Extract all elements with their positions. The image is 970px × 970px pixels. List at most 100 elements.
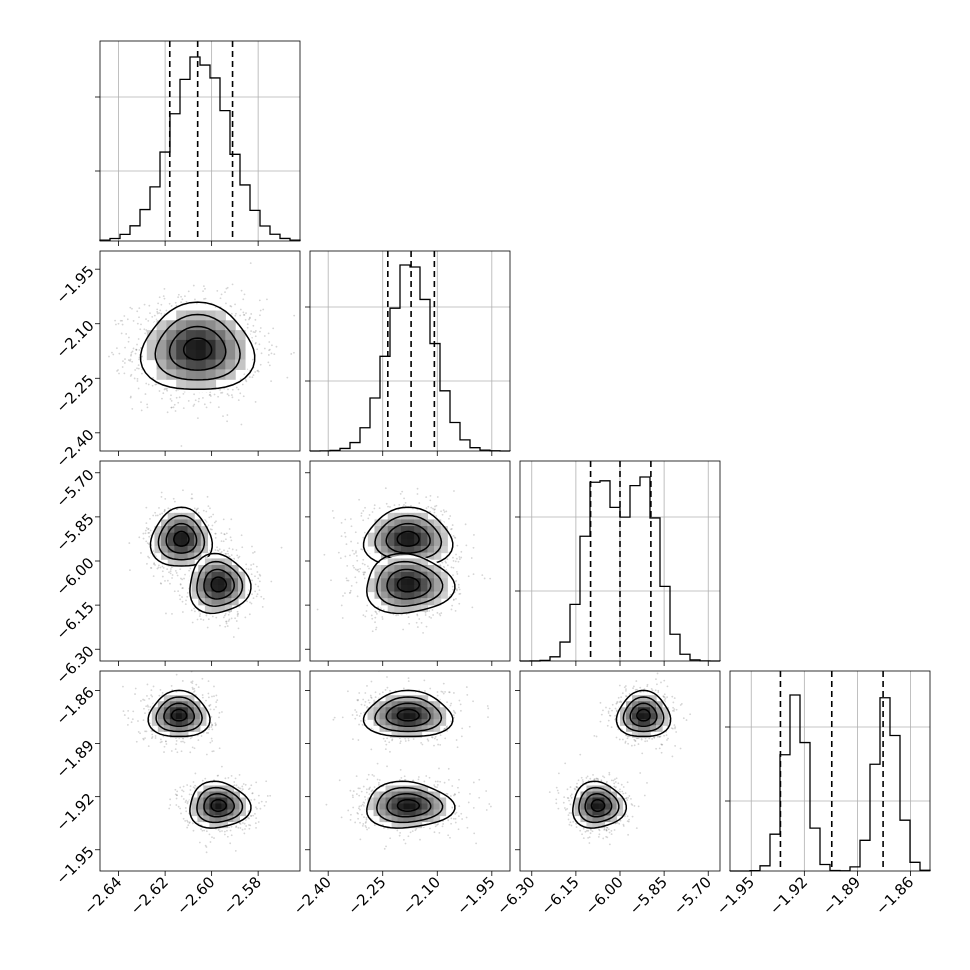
density-cell bbox=[387, 558, 395, 566]
data-point bbox=[371, 511, 374, 513]
data-point bbox=[290, 353, 293, 355]
data-point bbox=[225, 553, 228, 555]
data-point bbox=[175, 396, 178, 399]
data-point bbox=[452, 566, 455, 569]
density-cell bbox=[161, 519, 169, 527]
data-point bbox=[131, 307, 133, 310]
data-point bbox=[249, 316, 251, 319]
density-cell bbox=[427, 598, 435, 606]
density-cell bbox=[194, 545, 202, 554]
data-point bbox=[251, 593, 253, 596]
data-point bbox=[230, 539, 233, 542]
density-cell bbox=[195, 330, 207, 341]
data-point bbox=[410, 504, 412, 507]
density-cell bbox=[195, 320, 207, 331]
data-point bbox=[349, 591, 352, 594]
data-point bbox=[151, 733, 154, 736]
data-point bbox=[148, 556, 151, 559]
data-point bbox=[416, 626, 419, 628]
data-point bbox=[207, 618, 210, 621]
data-point bbox=[489, 577, 492, 580]
data-point bbox=[455, 579, 458, 582]
data-point bbox=[116, 370, 118, 372]
data-point bbox=[203, 403, 206, 406]
data-point bbox=[341, 617, 344, 619]
data-point bbox=[216, 289, 219, 292]
data-point bbox=[166, 579, 169, 582]
data-point bbox=[96, 342, 98, 344]
density-cell bbox=[176, 379, 187, 390]
density-cell bbox=[407, 526, 415, 534]
data-point bbox=[183, 577, 185, 580]
data-point bbox=[222, 518, 225, 521]
data-point bbox=[152, 575, 155, 578]
data-point bbox=[161, 565, 164, 568]
density-cell bbox=[156, 320, 168, 331]
data-point bbox=[395, 614, 398, 617]
data-point bbox=[223, 533, 226, 535]
data-point bbox=[416, 613, 419, 616]
data-point bbox=[251, 579, 253, 582]
data-point bbox=[136, 367, 138, 370]
data-point bbox=[144, 737, 146, 740]
data-point bbox=[165, 309, 168, 312]
data-point bbox=[237, 399, 240, 402]
data-point bbox=[160, 491, 163, 494]
data-point bbox=[209, 401, 212, 404]
data-point bbox=[190, 497, 193, 500]
data-point bbox=[182, 392, 185, 395]
data-point bbox=[257, 370, 260, 373]
data-point bbox=[448, 517, 450, 520]
contour-line bbox=[154, 313, 241, 381]
data-point bbox=[398, 503, 401, 506]
density-cell bbox=[414, 545, 422, 554]
data-point bbox=[268, 341, 271, 343]
density-cell bbox=[218, 565, 226, 573]
data-point bbox=[184, 295, 186, 298]
density-cell bbox=[225, 369, 236, 380]
data-point bbox=[258, 299, 261, 302]
density-cell bbox=[235, 359, 246, 370]
data-point bbox=[205, 406, 208, 409]
data-point bbox=[364, 571, 366, 574]
data-point bbox=[177, 293, 180, 296]
data-point bbox=[259, 363, 262, 366]
data-point bbox=[342, 595, 344, 597]
density-cell bbox=[218, 584, 226, 593]
data-point bbox=[123, 372, 126, 375]
data-point bbox=[446, 558, 449, 561]
data-point bbox=[455, 588, 458, 591]
data-point bbox=[443, 511, 446, 513]
data-point bbox=[267, 332, 270, 335]
data-point bbox=[355, 555, 358, 557]
data-point bbox=[224, 625, 227, 628]
data-point bbox=[157, 564, 160, 567]
data-point bbox=[209, 708, 212, 711]
density-cell bbox=[224, 558, 232, 566]
data-point bbox=[164, 387, 167, 390]
density-cell bbox=[231, 578, 239, 586]
data-point bbox=[212, 513, 215, 516]
density-cell bbox=[394, 526, 402, 534]
data-point bbox=[439, 614, 442, 617]
data-point bbox=[211, 615, 214, 618]
density-cell bbox=[180, 539, 189, 547]
data-point bbox=[181, 596, 183, 598]
data-point bbox=[242, 314, 245, 316]
data-point bbox=[365, 610, 368, 612]
density-cell bbox=[205, 320, 217, 331]
data-point bbox=[174, 410, 177, 412]
density-cell bbox=[225, 349, 236, 361]
data-point bbox=[163, 508, 166, 511]
data-point bbox=[429, 510, 432, 513]
density-cell bbox=[387, 578, 395, 586]
data-point bbox=[181, 611, 184, 613]
data-point bbox=[358, 570, 360, 573]
data-point bbox=[159, 513, 161, 516]
data-point bbox=[208, 516, 211, 519]
density-cell bbox=[407, 578, 415, 586]
data-point bbox=[399, 493, 402, 495]
data-point bbox=[361, 548, 364, 551]
data-point bbox=[271, 344, 273, 347]
data-point bbox=[161, 512, 164, 515]
